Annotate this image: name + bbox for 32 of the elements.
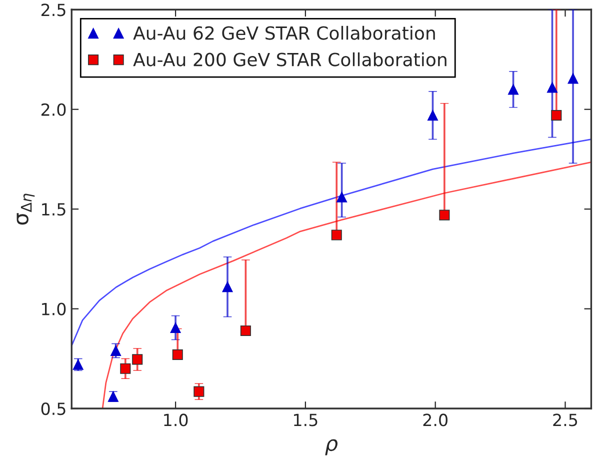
point — [172, 349, 183, 360]
point — [546, 82, 558, 93]
line-series — [102, 162, 592, 409]
x-tick-label: 2.0 — [423, 414, 448, 426]
point — [132, 354, 143, 365]
point — [240, 325, 251, 336]
x-tick-label: 1.5 — [294, 414, 318, 426]
x-tick-label: 1.0 — [164, 414, 188, 426]
point — [222, 282, 233, 292]
point — [427, 110, 438, 121]
y-axis-title: σ$_{Δη}$ — [16, 194, 35, 225]
x-axis-title: ρ — [325, 439, 338, 456]
point — [194, 386, 204, 397]
y-tick-label: 0.5 — [41, 402, 66, 416]
y-tick-label: 1.0 — [42, 302, 66, 316]
point — [170, 322, 181, 334]
y-tick-label: 2.0 — [41, 103, 66, 116]
y-tick-label: 2.5 — [41, 4, 66, 16]
point — [120, 363, 131, 374]
x-tick-label: 2.5 — [553, 414, 578, 426]
y-tick-label: 1.5 — [42, 203, 66, 216]
point — [568, 73, 578, 84]
legend-label: Au-Au 62 GeV STAR Collaboration — [133, 26, 435, 40]
point — [331, 230, 342, 240]
point — [508, 84, 519, 95]
point — [72, 359, 84, 370]
point — [336, 192, 348, 202]
line-series — [72, 138, 592, 346]
point — [110, 345, 122, 356]
legend-label: Au-Au 200 GeV STAR Collaboration — [133, 52, 446, 66]
point — [551, 110, 562, 121]
point — [439, 210, 450, 220]
